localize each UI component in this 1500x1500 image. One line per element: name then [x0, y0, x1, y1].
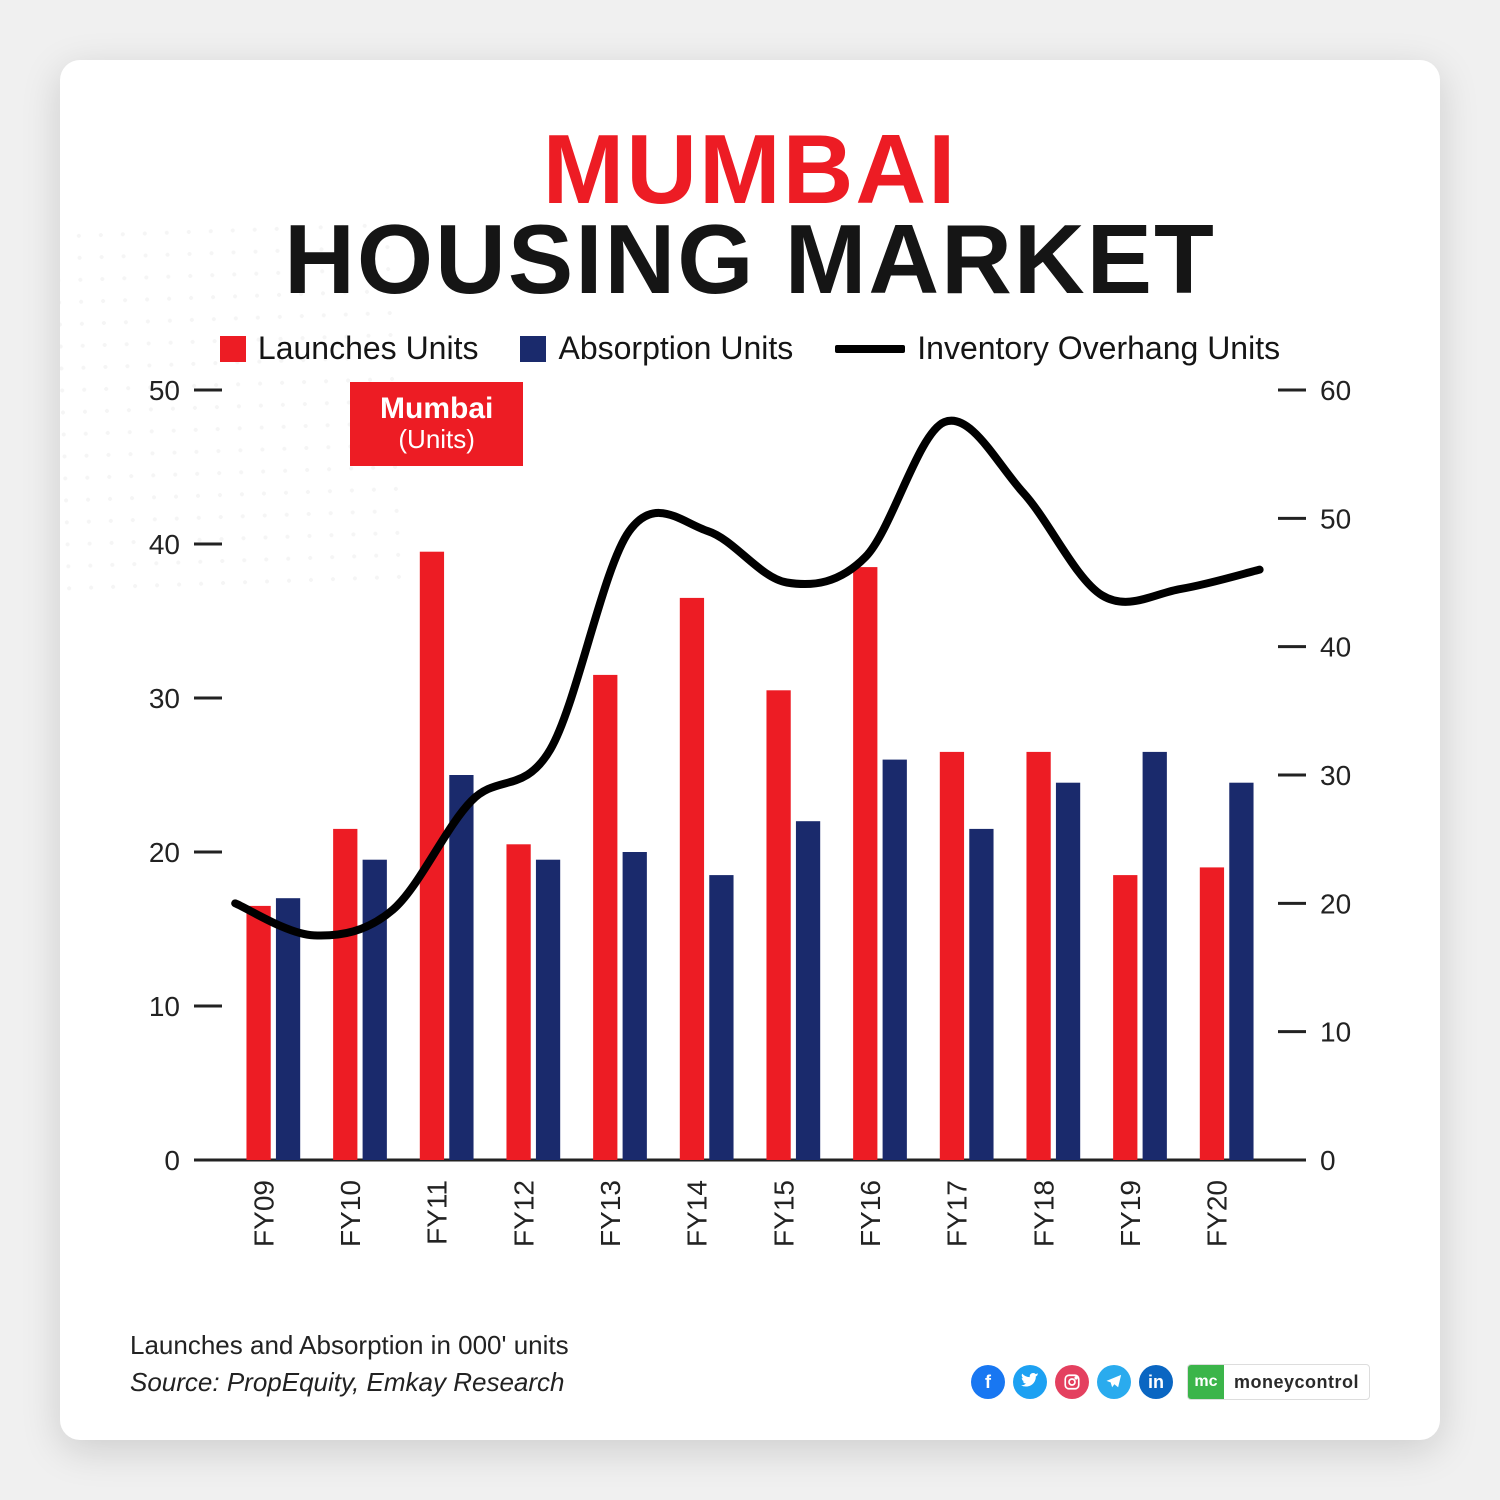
twitter-icon[interactable]	[1013, 1365, 1047, 1399]
legend-inventory-swatch	[835, 345, 905, 353]
svg-text:FY11: FY11	[422, 1180, 453, 1245]
svg-text:FY10: FY10	[335, 1180, 366, 1247]
telegram-icon[interactable]	[1097, 1365, 1131, 1399]
instagram-icon[interactable]	[1055, 1365, 1089, 1399]
svg-text:FY12: FY12	[508, 1180, 539, 1247]
svg-text:20: 20	[1320, 888, 1351, 919]
svg-text:20: 20	[149, 837, 180, 868]
legend-absorption-swatch	[520, 336, 546, 362]
region-badge: Mumbai (Units)	[350, 382, 523, 466]
chart-area: Mumbai (Units) 0 10 20 30 40 50 0 10 20 30 40 50 60 F…	[130, 370, 1370, 1270]
legend: Launches Units Absorption Units Inventor…	[130, 330, 1370, 367]
svg-text:FY20: FY20	[1202, 1180, 1233, 1247]
moneycontrol-logo: mc	[1188, 1364, 1224, 1400]
footer-text: Launches and Absorption in 000' units So…	[130, 1327, 569, 1400]
moneycontrol-name: moneycontrol	[1224, 1372, 1369, 1393]
svg-text:FY14: FY14	[682, 1180, 713, 1247]
svg-text:60: 60	[1320, 375, 1351, 406]
legend-absorption-label: Absorption Units	[558, 330, 793, 367]
chart-svg: 0 10 20 30 40 50 0 10 20 30 40 50 60 FY09 FY10 FY11 FY12…	[130, 370, 1370, 1270]
title-line-2: HOUSING MARKET	[130, 213, 1370, 306]
svg-text:FY09: FY09	[248, 1180, 279, 1247]
moneycontrol-badge[interactable]: mc moneycontrol	[1187, 1364, 1370, 1400]
svg-text:0: 0	[164, 1145, 180, 1176]
svg-text:FY18: FY18	[1028, 1180, 1059, 1247]
svg-text:10: 10	[1320, 1017, 1351, 1048]
svg-text:0: 0	[1320, 1145, 1336, 1176]
footer: Launches and Absorption in 000' units So…	[130, 1327, 1370, 1400]
svg-text:FY16: FY16	[855, 1180, 886, 1247]
badge-line-1: Mumbai	[380, 392, 493, 425]
legend-launches-label: Launches Units	[258, 330, 479, 367]
badge-line-2: (Units)	[380, 425, 493, 454]
legend-launches: Launches Units	[220, 330, 479, 367]
title-block: MUMBAI HOUSING MARKET	[130, 120, 1370, 306]
svg-text:FY17: FY17	[942, 1180, 973, 1247]
svg-text:30: 30	[149, 683, 180, 714]
legend-launches-swatch	[220, 336, 246, 362]
source-label: Source:	[130, 1367, 227, 1397]
svg-text:FY15: FY15	[768, 1180, 799, 1247]
facebook-icon[interactable]: f	[971, 1365, 1005, 1399]
legend-inventory: Inventory Overhang Units	[835, 330, 1280, 367]
social-row: f in mc moneycontrol	[971, 1364, 1370, 1400]
svg-text:10: 10	[149, 991, 180, 1022]
chart-card: MUMBAI HOUSING MARKET Launches Units Abs…	[60, 60, 1440, 1440]
svg-text:40: 40	[149, 529, 180, 560]
svg-text:30: 30	[1320, 760, 1351, 791]
footer-source: Source: PropEquity, Emkay Research	[130, 1364, 569, 1400]
svg-text:40: 40	[1320, 632, 1351, 663]
legend-inventory-label: Inventory Overhang Units	[917, 330, 1280, 367]
svg-text:50: 50	[149, 375, 180, 406]
svg-text:FY19: FY19	[1115, 1180, 1146, 1247]
svg-text:50: 50	[1320, 503, 1351, 534]
svg-text:FY13: FY13	[595, 1180, 626, 1247]
legend-absorption: Absorption Units	[520, 330, 793, 367]
linkedin-icon[interactable]: in	[1139, 1365, 1173, 1399]
footer-note: Launches and Absorption in 000' units	[130, 1327, 569, 1363]
source-value: PropEquity, Emkay Research	[227, 1367, 565, 1397]
